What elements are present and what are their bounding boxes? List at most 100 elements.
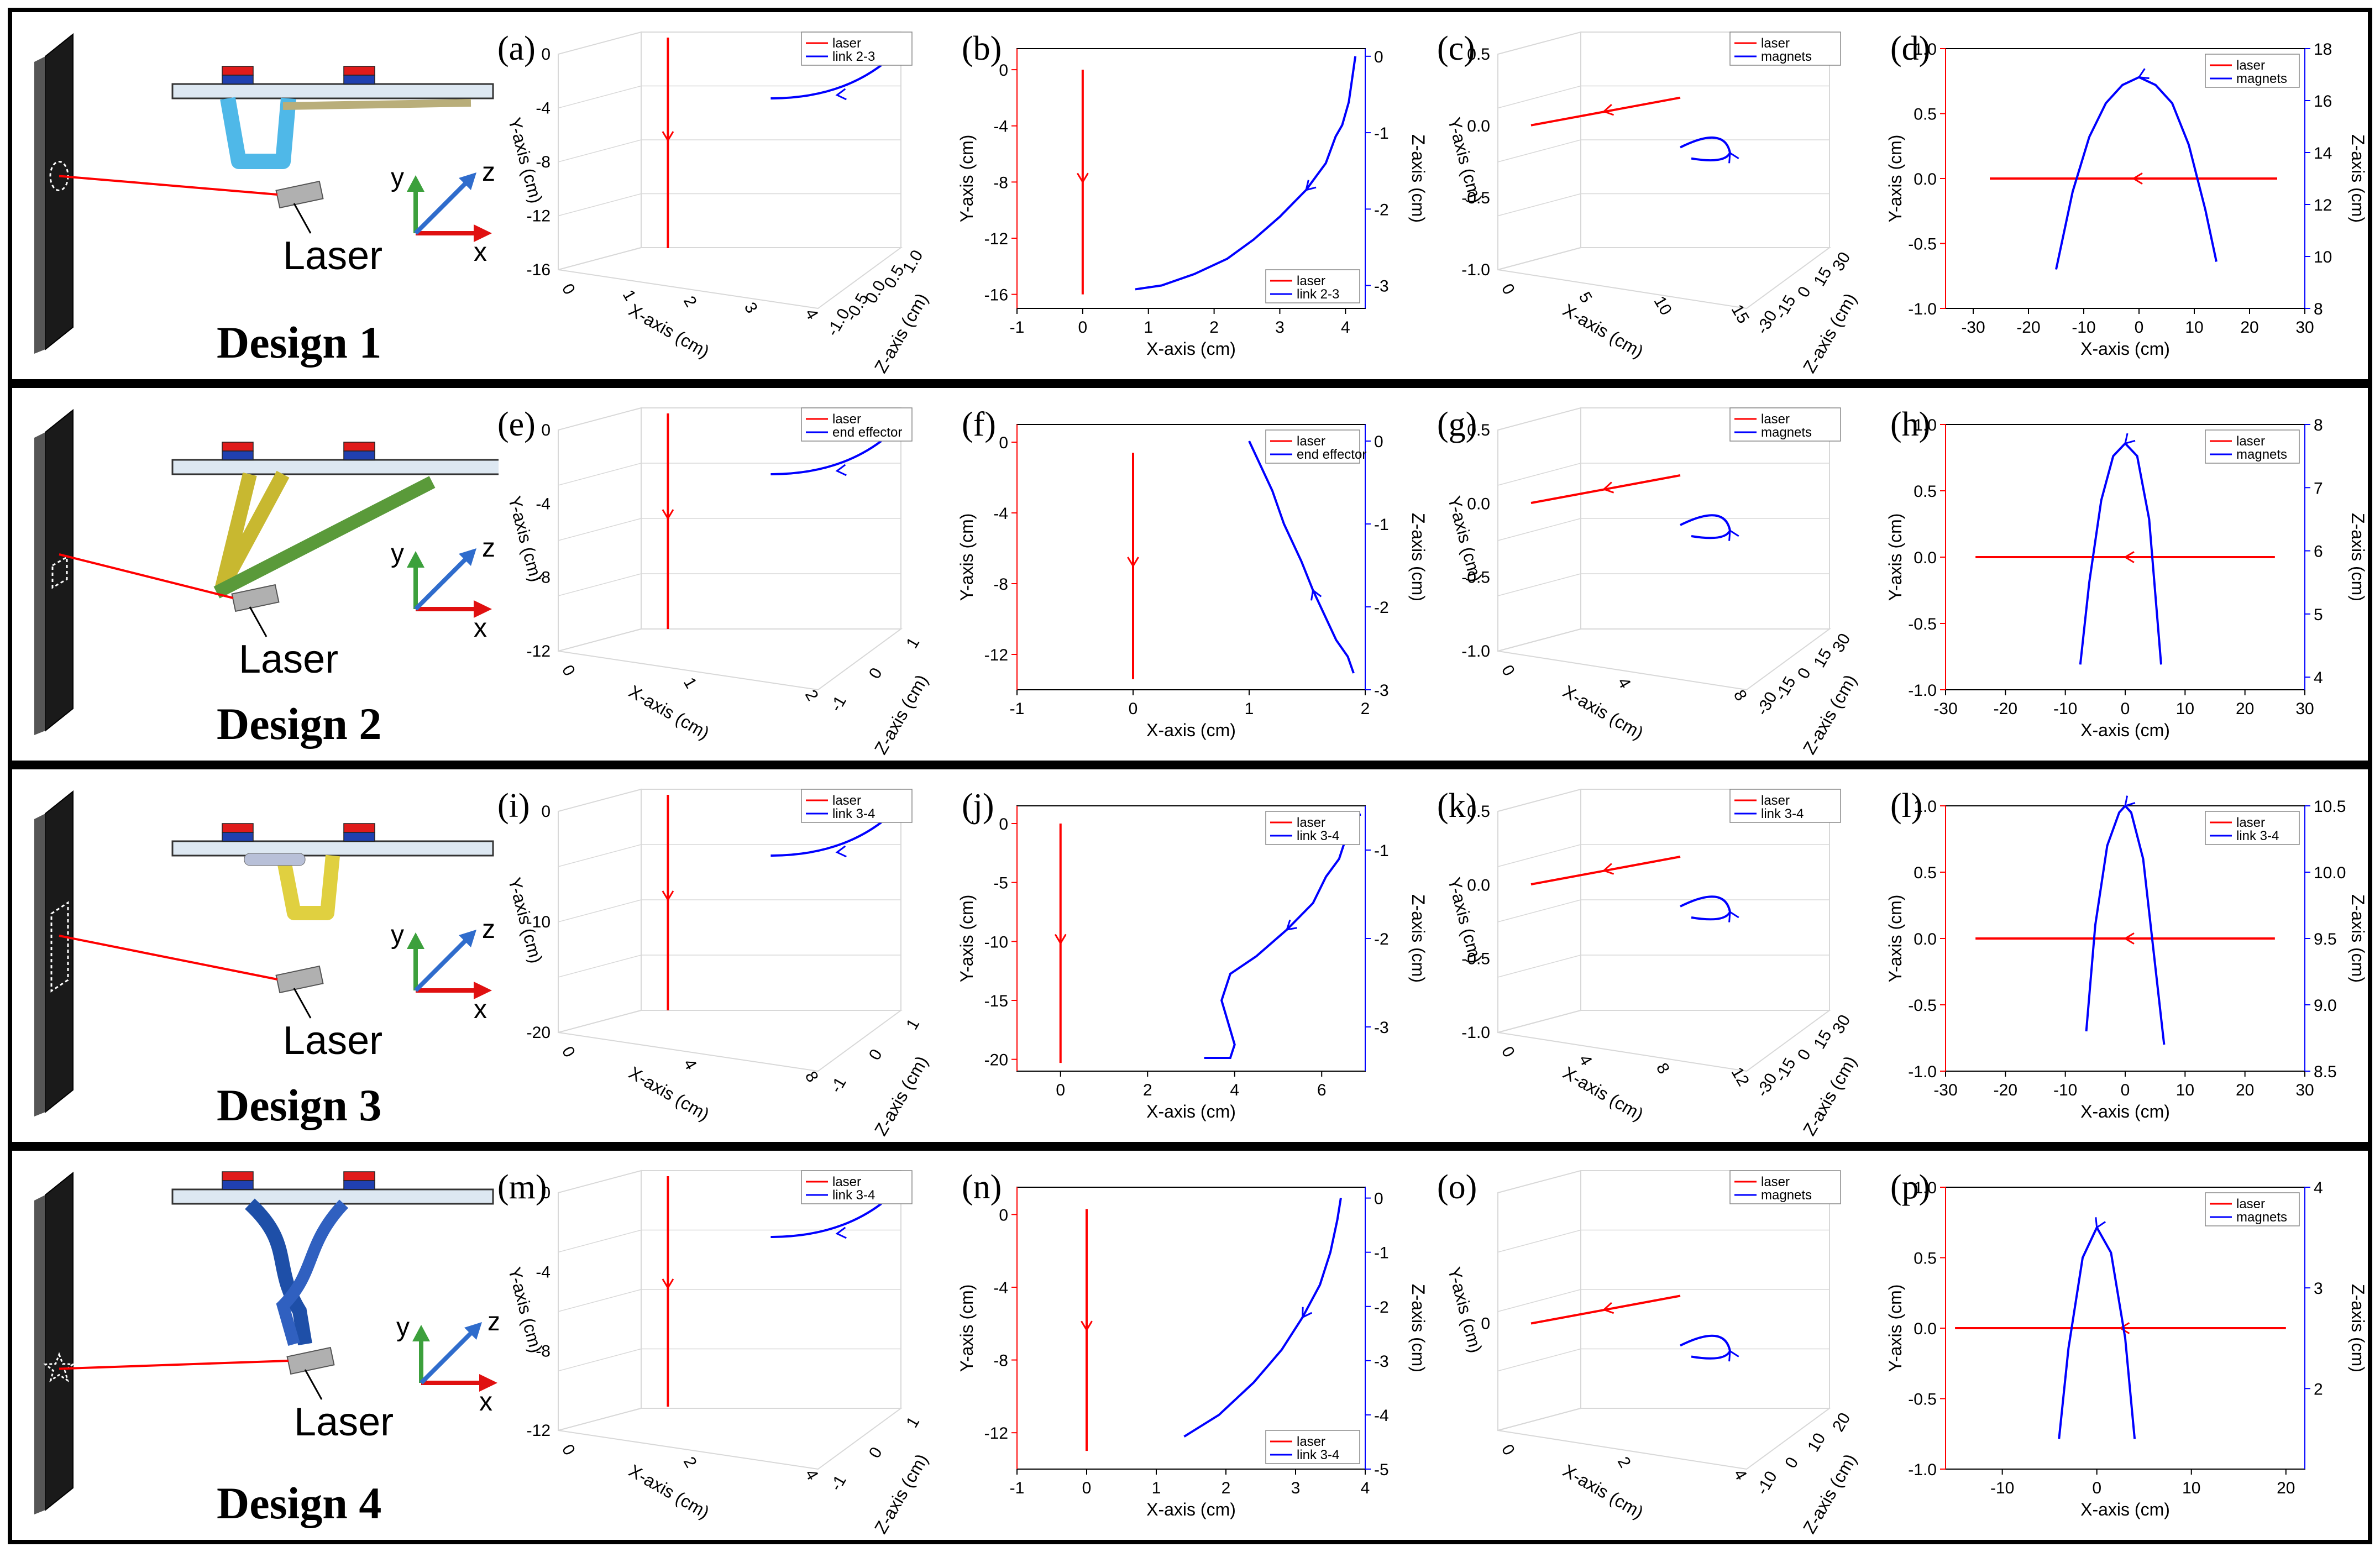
laser-beam — [59, 1360, 289, 1370]
plot-area: -30 -20 -10 0 10 20 30 1.0 0.5 0.0 -0.5 -1.0 8 10 12 14… — [1885, 40, 2368, 359]
y2-axis-title: Z-axis (cm) — [2348, 513, 2368, 601]
x-tick-label: 2 — [1209, 318, 1219, 337]
series-arrow-1 — [1304, 180, 1317, 191]
chart-svg: (d) -30 -20 -10 0 10 20 30 1.0 0.5 0.0 -0.5 -1.0 8 10 1… — [1885, 30, 2368, 359]
plot-area: -30 -20 -10 0 10 20 30 1.0 0.5 0.0 -0.5 -1.0 8.5 9.0 9… — [1885, 795, 2368, 1121]
link-arrow-3d — [1728, 529, 1739, 541]
chart-panel-h: (h) -30 -20 -10 0 10 20 30 1.0 0.5 0.0 -0.5 -1.0 4 5 6 7… — [1879, 397, 2368, 756]
base-plate — [171, 1188, 494, 1205]
z-tick-label: 0 — [866, 1444, 886, 1461]
y2-axis-title: Z-axis (cm) — [1408, 894, 1428, 983]
z-tick-label: 30 — [1829, 631, 1854, 656]
z-axis-title: Z-axis (cm) — [871, 1450, 932, 1537]
x-tick-label: 0 — [2121, 700, 2130, 718]
x-tick-label: -30 — [1933, 1081, 1957, 1099]
x-axis-title: X-axis (cm) — [1146, 1499, 1236, 1519]
x-axis-title: X-axis (cm) — [1146, 720, 1236, 740]
x-tick-label: 15 — [1728, 302, 1753, 327]
z-tick-label: 1 — [903, 635, 923, 652]
link-line-3d — [1680, 895, 1732, 921]
floor — [558, 247, 903, 310]
x-tick-label: 2 — [680, 1454, 700, 1471]
chart-svg: (c)0.50.0-0.5-1.0Y-axis (cm)0 5 10 15X-axis… — [1437, 30, 1860, 376]
grid-line — [558, 85, 642, 109]
grid-line — [558, 844, 642, 867]
grid-line — [1497, 1289, 1581, 1312]
chart-panel-n: (n) -1 0 1 2 3 4 0 -4 -8 -12 0 -1 -2 -3 -4 -5 X-axis (cm)… — [951, 1160, 1428, 1535]
x-tick-label: 8 — [801, 1068, 822, 1086]
legend-box — [1729, 789, 1841, 823]
legend-label-1: link 3-4 — [1297, 1448, 1339, 1462]
y-tick-label: 0.0 — [1467, 495, 1490, 513]
laser-pointer-line — [249, 606, 268, 637]
x-axis-title: X-axis (cm) — [1559, 1460, 1647, 1522]
y-tick-label: -0.5 — [1908, 615, 1937, 633]
x-axis-title: X-axis (cm) — [625, 1460, 712, 1522]
x-tick-label: 0 — [1498, 281, 1518, 298]
series-line-1 — [1135, 56, 1357, 291]
laser-arrow-3d — [662, 1278, 674, 1289]
y2-tick-label: -3 — [1374, 1352, 1389, 1371]
y2-tick-label: -3 — [1374, 277, 1389, 296]
illustration-design-1: Laser y z x Design 1 — [34, 33, 495, 368]
x-axis-title: X-axis (cm) — [1146, 1102, 1236, 1121]
legend-box — [1265, 1430, 1360, 1464]
plot-frame — [1016, 1187, 1366, 1470]
x-tick-label: 0 — [1498, 662, 1518, 679]
y2-tick-label: 9.5 — [2314, 930, 2337, 948]
y-tick-label: -16 — [984, 286, 1008, 305]
row-design-1 — [8, 8, 2372, 384]
link-arrow-3d — [1728, 1349, 1739, 1362]
x-tick-label: 30 — [2295, 1081, 2314, 1099]
base-plate — [171, 840, 494, 857]
y-tick-label: 0.0 — [1914, 170, 1937, 188]
triad-y-arrow — [407, 175, 424, 192]
x-tick-label: -30 — [1961, 318, 1985, 337]
triad-x-arrow — [479, 1374, 497, 1392]
screen-edge — [34, 56, 45, 354]
series-arrow-1 — [2124, 795, 2136, 808]
legend-label-1: magnets — [1761, 425, 1812, 440]
panel-label: (i) — [497, 787, 530, 825]
magnet-north-2 — [343, 66, 375, 76]
y-tick-label: 0.5 — [1914, 483, 1937, 501]
grid-line — [1497, 463, 1581, 486]
legend-box — [801, 32, 913, 66]
floor — [1497, 1408, 1832, 1470]
grid-line — [558, 573, 642, 596]
series-arrow-0 — [2132, 172, 2143, 185]
grid-line — [558, 1289, 642, 1312]
triad-z-arrow — [459, 930, 476, 947]
y-tick-label: 0 — [999, 434, 1008, 452]
y2-axis-title: Z-axis (cm) — [1408, 513, 1428, 601]
x-axis-title: X-axis (cm) — [2080, 1499, 2170, 1519]
series-arrow-1 — [1310, 589, 1322, 601]
design-label: Design 4 — [217, 1478, 381, 1528]
panel-label: (b) — [962, 30, 1002, 67]
legend-box — [2205, 811, 2300, 845]
link-arrow-3d — [1728, 910, 1739, 922]
mechanism-link — [220, 97, 296, 169]
legend-label-1: magnets — [2236, 1210, 2287, 1225]
x-tick-label: 0 — [558, 281, 579, 298]
x-axis-title: X-axis (cm) — [1559, 681, 1647, 743]
y2-tick-label: 14 — [2314, 144, 2332, 162]
z-axis-title: Z-axis (cm) — [871, 671, 932, 758]
design-label: Design 2 — [217, 699, 381, 749]
y-tick-label: 0.5 — [1914, 106, 1937, 124]
chart-panel-o: (o) 0 Y-axis (cm) 0 2 4 X-axis (cm) 20 10 0 -10 Z-a… — [1426, 1160, 1868, 1537]
series-line-1 — [2085, 804, 2166, 1045]
target-tall-parallelogram — [50, 901, 69, 993]
y2-tick-label: -1 — [1374, 1244, 1389, 1262]
triad-x-arrow — [474, 224, 492, 242]
y-tick-label: -20 — [527, 1024, 551, 1042]
x-tick-label: -20 — [1994, 1081, 2017, 1099]
plot-area: -1 0 1 2 0 -4 -8 -12 0 -1 -2 -3 X-axis (cm) Y-axis (c… — [957, 424, 1428, 740]
laser-arrow-3d — [662, 131, 674, 142]
y-axis-title: Y-axis (cm) — [1885, 1284, 1905, 1372]
x-tick-label: 8 — [1653, 1060, 1673, 1077]
